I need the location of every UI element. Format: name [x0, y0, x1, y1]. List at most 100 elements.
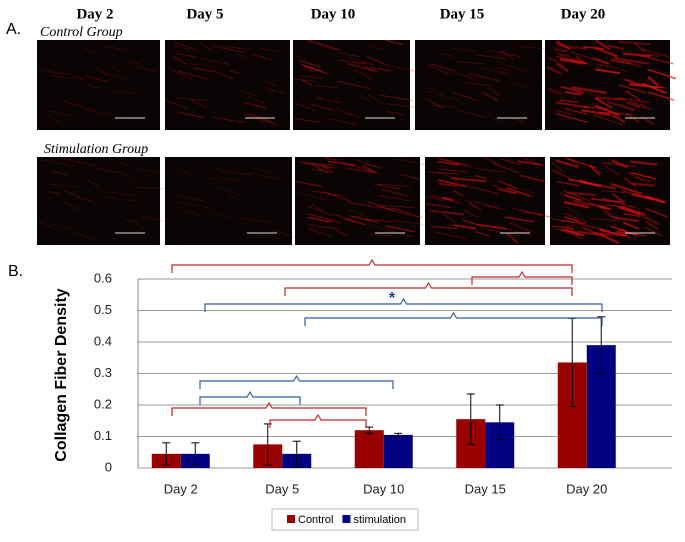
fiber	[384, 63, 418, 73]
fiber	[307, 224, 340, 230]
fiber	[189, 98, 208, 109]
legend-swatch	[287, 515, 295, 523]
fiber	[377, 183, 411, 187]
x-tick-label: Day 2	[164, 481, 198, 496]
group-label: Control Group	[40, 25, 123, 40]
fiber	[512, 207, 543, 216]
fiber	[337, 108, 351, 116]
fiber	[305, 40, 335, 51]
fiber	[425, 90, 460, 102]
fiber	[571, 86, 607, 94]
fiber	[564, 227, 579, 237]
fiber	[425, 86, 444, 94]
fiber	[628, 82, 662, 89]
micrograph	[545, 40, 677, 130]
fiber	[519, 174, 546, 183]
fiber	[506, 187, 532, 198]
fiber	[462, 219, 475, 225]
fiber	[622, 221, 640, 230]
fiber	[64, 100, 97, 112]
fiber	[442, 196, 454, 201]
fiber	[556, 55, 586, 65]
fiber	[593, 114, 620, 118]
fiber	[265, 88, 285, 94]
fiber	[63, 158, 95, 167]
fiber	[506, 233, 519, 245]
fiber	[299, 161, 334, 169]
fiber	[311, 164, 328, 174]
fiber	[326, 117, 358, 126]
fiber	[451, 48, 479, 53]
fiber	[173, 45, 189, 51]
fiber	[551, 169, 573, 181]
fiber	[199, 41, 212, 51]
y-tick-label: 0.1	[94, 428, 112, 443]
fiber	[292, 78, 315, 82]
fiber	[305, 65, 329, 75]
fiber	[594, 63, 629, 72]
fiber	[299, 192, 331, 202]
fiber	[307, 228, 331, 237]
fiber	[125, 219, 138, 223]
fiber	[498, 62, 526, 72]
fiber	[588, 201, 603, 208]
fiber	[594, 97, 613, 109]
fiber	[631, 193, 655, 201]
fiber	[173, 56, 188, 66]
fiber	[625, 101, 640, 109]
fiber	[52, 224, 74, 230]
fiber	[377, 194, 410, 202]
fiber	[611, 183, 643, 195]
fiber	[37, 68, 63, 75]
fiber	[601, 197, 636, 209]
legend-label: stimulation	[353, 514, 406, 526]
fiber	[323, 191, 351, 202]
fiber	[399, 159, 430, 166]
significance-bracket	[204, 297, 603, 312]
fiber	[173, 41, 198, 51]
fiber	[259, 48, 280, 53]
day-label: Day 2	[76, 6, 113, 22]
significance-bracket	[199, 374, 394, 389]
fiber	[605, 204, 624, 208]
error-bar	[162, 442, 171, 466]
fiber	[523, 157, 541, 166]
fiber	[213, 116, 246, 124]
fiber	[346, 201, 382, 209]
fiber	[429, 209, 465, 216]
fiber	[323, 156, 338, 162]
fiber	[606, 44, 624, 50]
significance-bracket	[171, 401, 367, 416]
fiber	[189, 63, 219, 68]
fiber	[457, 61, 483, 65]
fiber	[304, 162, 336, 166]
fiber	[216, 43, 234, 51]
fiber	[644, 195, 666, 204]
fiber	[475, 168, 505, 173]
micrograph	[165, 40, 290, 130]
x-tick-label: Day 15	[465, 481, 506, 496]
x-tick-label: Day 20	[566, 481, 607, 496]
fiber	[581, 109, 611, 116]
fiber	[177, 111, 205, 119]
fiber	[570, 51, 594, 60]
fiber	[440, 159, 463, 166]
fiber	[475, 223, 507, 230]
fiber	[508, 160, 538, 166]
fiber	[599, 229, 625, 237]
fiber	[96, 168, 120, 173]
fiber	[567, 191, 596, 197]
fiber	[647, 68, 677, 80]
fiber	[303, 65, 317, 72]
panel-label: A.	[6, 21, 21, 38]
fiber	[386, 110, 403, 116]
fiber	[257, 115, 278, 126]
fiber	[369, 233, 394, 237]
fiber	[307, 213, 341, 224]
fiber	[265, 80, 277, 87]
fiber	[294, 54, 313, 65]
fiber	[561, 219, 586, 225]
fiber	[251, 166, 271, 174]
fiber	[563, 194, 582, 202]
fiber	[193, 67, 213, 73]
